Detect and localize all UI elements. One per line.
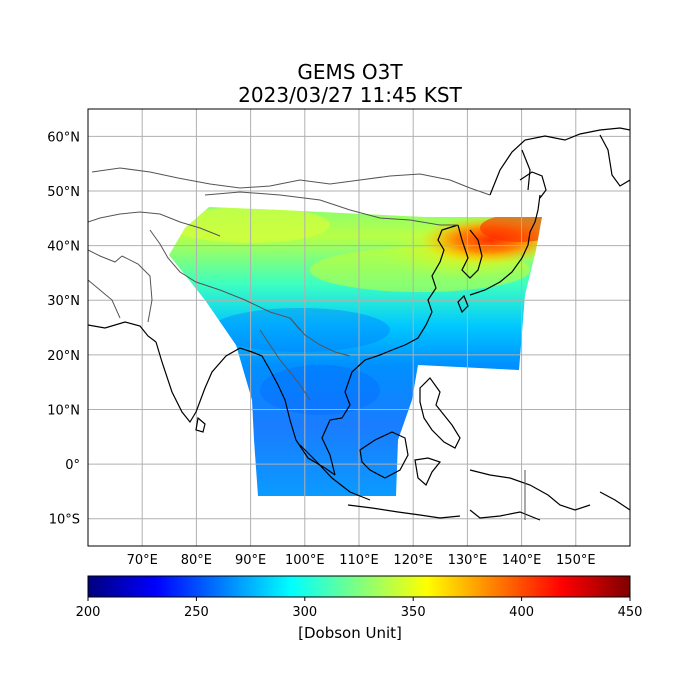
colorbar-tick-label: 250 <box>184 605 209 620</box>
longitude-tick-label: 140°E <box>502 553 542 568</box>
latitude-tick-label: 50°N <box>47 185 80 200</box>
coastlines <box>88 127 630 521</box>
longitude-tick-label: 150°E <box>556 553 596 568</box>
graticule <box>88 109 630 546</box>
plot-frame <box>87 108 631 547</box>
latitude-tick-label: 0° <box>65 458 80 473</box>
colorbar-tick-label: 450 <box>618 605 643 620</box>
colorbar-tick-label: 200 <box>76 605 101 620</box>
longitude-tick-label: 80°E <box>181 553 212 568</box>
colorbar-tick-label: 350 <box>401 605 426 620</box>
colorbar-tick-label: 400 <box>509 605 534 620</box>
longitude-tick-label: 100°E <box>285 553 325 568</box>
longitude-tick-label: 120°E <box>393 553 433 568</box>
latitude-tick-label: 10°N <box>47 403 80 418</box>
longitude-tick-label: 130°E <box>448 553 488 568</box>
latitude-tick-label: 20°N <box>47 349 80 364</box>
longitude-tick-labels: 70°E 80°E 90°E 100°E 110°E 120°E 130°E 140°E 150… <box>127 553 596 568</box>
latitude-tick-labels: 60°N 50°N 40°N 30°N 20°N 10°N 0° 10°S <box>47 130 80 527</box>
map-title: GEMS O3T <box>297 60 403 84</box>
longitude-tick-label: 90°E <box>235 553 266 568</box>
latitude-tick-label: 10°S <box>49 513 80 528</box>
colorbar-tick-label: 300 <box>292 605 317 620</box>
colorbar <box>87 575 631 598</box>
latitude-tick-label: 60°N <box>47 130 80 145</box>
longitude-tick-label: 110°E <box>339 553 379 568</box>
latitude-tick-label: 30°N <box>47 294 80 309</box>
map-subtitle-timestamp: 2023/03/27 11:45 KST <box>238 83 462 107</box>
latitude-tick-label: 40°N <box>47 240 80 255</box>
colorbar-ticks: 200 250 300 350 400 450 <box>76 597 643 620</box>
longitude-tick-label: 70°E <box>127 553 158 568</box>
colorbar-label: [Dobson Unit] <box>298 624 402 642</box>
